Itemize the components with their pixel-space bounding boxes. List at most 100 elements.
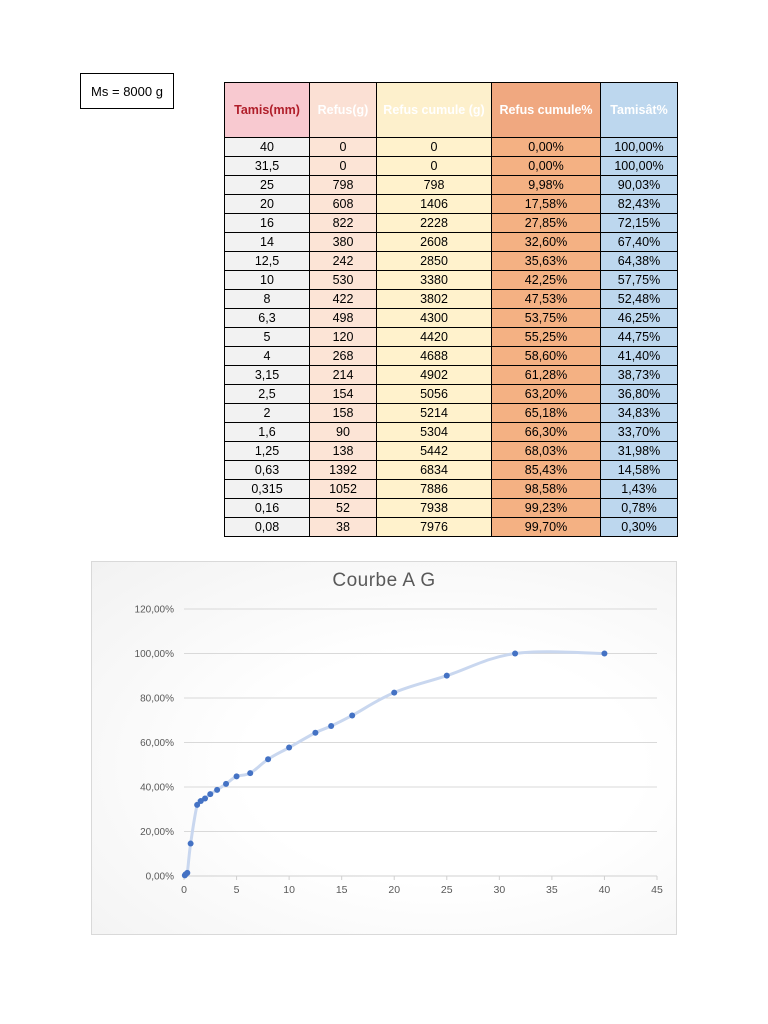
- data-point-marker: [214, 786, 221, 793]
- y-tick-label: 60,00%: [140, 738, 174, 749]
- table-row: 16 822 2228 27,85% 72,15%: [224, 213, 678, 233]
- cell-refus-cumule-pct: 32,60%: [491, 232, 601, 252]
- y-tick-label: 0,00%: [146, 872, 174, 883]
- cell-tamis: 2,5: [224, 384, 310, 404]
- header-refus-cumule: Refus cumule (g): [376, 82, 492, 138]
- cell-tamis: 20: [224, 194, 310, 214]
- cell-refus: 90: [309, 422, 377, 442]
- cell-tamisat: 100,00%: [600, 156, 678, 176]
- data-point-marker: [391, 689, 398, 696]
- cell-refus: 422: [309, 289, 377, 309]
- cell-refus-cumule-pct: 99,23%: [491, 498, 601, 518]
- cell-refus-cumule: 7938: [376, 498, 492, 518]
- plot-area: 0,00% 20,00% 40,00% 60,00% 80,00% 100,00% 120,…: [135, 605, 663, 897]
- table-row: 10 530 3380 42,25% 57,75%: [224, 270, 678, 290]
- data-point-marker: [443, 672, 450, 679]
- ms-mass-label: Ms = 8000 g: [80, 73, 174, 109]
- cell-refus-cumule: 5442: [376, 441, 492, 461]
- table-row: 8 422 3802 47,53% 52,48%: [224, 289, 678, 309]
- table-header-row: Tamis(mm) Refus(g) Refus cumule (g) Refu…: [224, 82, 678, 138]
- data-point-marker: [312, 729, 319, 736]
- cell-refus-cumule-pct: 0,00%: [491, 137, 601, 157]
- series-line: [183, 650, 605, 878]
- cell-refus: 0: [309, 137, 377, 157]
- cell-refus: 242: [309, 251, 377, 271]
- cell-tamisat: 36,80%: [600, 384, 678, 404]
- header-refus: Refus(g): [309, 82, 377, 138]
- cell-tamis: 10: [224, 270, 310, 290]
- cell-refus-cumule-pct: 58,60%: [491, 346, 601, 366]
- cell-tamisat: 57,75%: [600, 270, 678, 290]
- cell-refus-cumule: 4902: [376, 365, 492, 385]
- cell-tamis: 0,63: [224, 460, 310, 480]
- cell-tamis: 8: [224, 289, 310, 309]
- cell-refus-cumule-pct: 63,20%: [491, 384, 601, 404]
- cell-refus-cumule-pct: 68,03%: [491, 441, 601, 461]
- sieve-analysis-table: Tamis(mm) Refus(g) Refus cumule (g) Refu…: [224, 82, 678, 537]
- cell-refus-cumule: 5056: [376, 384, 492, 404]
- x-tick-label: 20: [388, 884, 400, 896]
- cell-refus: 158: [309, 403, 377, 423]
- cell-refus-cumule: 3802: [376, 289, 492, 309]
- cell-refus-cumule-pct: 47,53%: [491, 289, 601, 309]
- x-tick-label: 15: [336, 884, 348, 896]
- cell-tamis: 40: [224, 137, 310, 157]
- data-point-marker: [233, 773, 240, 780]
- cell-refus-cumule: 6834: [376, 460, 492, 480]
- cell-refus-cumule: 2228: [376, 213, 492, 233]
- data-point-marker: [223, 780, 230, 787]
- cell-refus: 268: [309, 346, 377, 366]
- cell-refus-cumule-pct: 61,28%: [491, 365, 601, 385]
- cell-tamisat: 1,43%: [600, 479, 678, 499]
- cell-tamisat: 44,75%: [600, 327, 678, 347]
- table-row: 1,25 138 5442 68,03% 31,98%: [224, 441, 678, 461]
- cell-refus-cumule: 5214: [376, 403, 492, 423]
- header-tamis: Tamis(mm): [224, 82, 310, 138]
- y-tick-label: 40,00%: [140, 783, 174, 794]
- cell-tamis: 0,16: [224, 498, 310, 518]
- table-row: 14 380 2608 32,60% 67,40%: [224, 232, 678, 252]
- cell-refus-cumule-pct: 27,85%: [491, 213, 601, 233]
- cell-refus-cumule: 4420: [376, 327, 492, 347]
- cell-refus: 1052: [309, 479, 377, 499]
- cell-tamisat: 46,25%: [600, 308, 678, 328]
- cell-tamisat: 0,78%: [600, 498, 678, 518]
- table-row: 0,63 1392 6834 85,43% 14,58%: [224, 460, 678, 480]
- cell-refus-cumule: 4300: [376, 308, 492, 328]
- x-tick-label: 35: [546, 884, 558, 896]
- table-row: 1,6 90 5304 66,30% 33,70%: [224, 422, 678, 442]
- cell-refus: 38: [309, 517, 377, 537]
- chart-area: Courbe A G 0,00% 20,00% 40,00% 60,00% 80,00%…: [91, 561, 677, 935]
- x-tick-label: 5: [234, 884, 240, 896]
- cell-tamisat: 90,03%: [600, 175, 678, 195]
- cell-refus: 120: [309, 327, 377, 347]
- table-row: 2 158 5214 65,18% 34,83%: [224, 403, 678, 423]
- cell-refus: 154: [309, 384, 377, 404]
- cell-tamis: 0,315: [224, 479, 310, 499]
- cell-tamisat: 72,15%: [600, 213, 678, 233]
- cell-tamis: 3,15: [224, 365, 310, 385]
- cell-refus: 0: [309, 156, 377, 176]
- cell-refus-cumule-pct: 66,30%: [491, 422, 601, 442]
- data-point-marker: [207, 791, 214, 798]
- cell-refus-cumule-pct: 98,58%: [491, 479, 601, 499]
- x-tick-label: 30: [493, 884, 505, 896]
- cell-tamis: 5: [224, 327, 310, 347]
- cell-refus-cumule: 798: [376, 175, 492, 195]
- table-row: 25 798 798 9,98% 90,03%: [224, 175, 678, 195]
- cell-tamis: 1,6: [224, 422, 310, 442]
- cell-tamis: 12,5: [224, 251, 310, 271]
- data-point-marker: [286, 744, 293, 751]
- table-row: 4 268 4688 58,60% 41,40%: [224, 346, 678, 366]
- cell-tamisat: 38,73%: [600, 365, 678, 385]
- y-tick-label: 100,00%: [135, 649, 175, 660]
- table-row: 20 608 1406 17,58% 82,43%: [224, 194, 678, 214]
- table-row: 40 0 0 0,00% 100,00%: [224, 137, 678, 157]
- cell-refus: 214: [309, 365, 377, 385]
- cell-tamisat: 31,98%: [600, 441, 678, 461]
- cell-tamis: 0,08: [224, 517, 310, 537]
- cell-refus-cumule: 2850: [376, 251, 492, 271]
- data-point-marker: [512, 650, 519, 657]
- table-row: 12,5 242 2850 35,63% 64,38%: [224, 251, 678, 271]
- cell-refus-cumule: 5304: [376, 422, 492, 442]
